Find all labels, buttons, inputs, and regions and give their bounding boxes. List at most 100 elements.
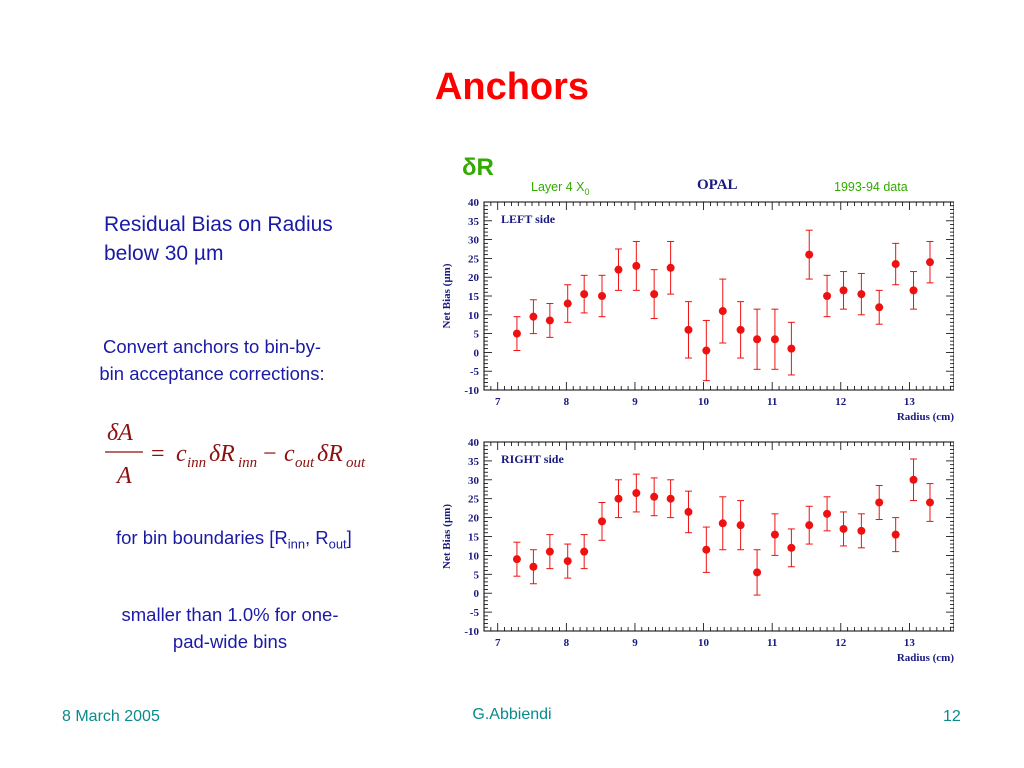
data-point: [770, 530, 779, 539]
data-point: [787, 543, 796, 552]
formula-dr-inn: δR: [209, 441, 235, 467]
data-point: [823, 292, 832, 300]
data-point: [891, 530, 900, 539]
panel-side-label: LEFT side: [501, 212, 556, 226]
footer-author: G.Abbiendi: [472, 706, 552, 723]
bins-prefix: for bin boundaries [R: [116, 527, 288, 548]
data-point: [598, 292, 607, 300]
y-tick-label: 5: [474, 569, 480, 581]
y-tick-label: -5: [470, 366, 480, 378]
data-point: [580, 290, 589, 299]
y-tick-label: 15: [468, 291, 480, 303]
formula-denominator: A: [115, 463, 132, 489]
x-axis-label: Radius (cm): [897, 411, 954, 423]
x-tick-label: 12: [835, 637, 847, 649]
bins-sub-out: out: [328, 536, 347, 552]
panel-side-label: RIGHT side: [501, 452, 564, 466]
x-tick-label: 7: [495, 396, 501, 408]
data-point: [909, 286, 918, 295]
left-side-panel: 40 35 30 25 20 15 10 5 0 -5 -10 7 8 9 10 11 12 13 Radius (…: [441, 197, 954, 423]
y-tick-label: 0: [474, 588, 480, 600]
x-tick-label: 12: [835, 396, 847, 408]
y-tick-label: 40: [468, 437, 480, 449]
x-tick-label: 10: [698, 637, 710, 649]
data-point: [529, 562, 538, 571]
data-point: [512, 329, 521, 338]
y-tick-label: 10: [468, 310, 480, 322]
data-point: [632, 489, 641, 498]
x-tick-label: 7: [495, 637, 501, 649]
y-axis-label: Net Bias (µm): [441, 504, 453, 569]
data-point: [770, 335, 779, 344]
data-point: [529, 312, 538, 321]
data-point: [909, 475, 918, 484]
y-axis-label: Net Bias (µm): [441, 263, 453, 328]
data-point: [857, 290, 866, 299]
formula-c-out-sub: out: [295, 455, 315, 471]
y-tick-label: 5: [474, 329, 480, 341]
footer-date: 8 March 2005: [62, 708, 160, 725]
y-tick-label: 15: [468, 532, 480, 544]
data-point: [545, 547, 554, 556]
y-tick-label: 20: [468, 513, 480, 525]
data-point: [805, 250, 814, 259]
x-tick-label: 13: [904, 396, 916, 408]
opal-label: OPAL: [697, 177, 738, 193]
y-tick-label: 40: [468, 197, 480, 209]
data-point: [614, 494, 623, 503]
convert-anchors-text: Convert anchors to bin-by-bin acceptance…: [99, 336, 325, 384]
y-tick-label: 25: [468, 494, 480, 506]
y-tick-label: 10: [468, 550, 480, 562]
data-point: [736, 325, 745, 334]
data-point: [702, 545, 711, 554]
data-point: [545, 316, 554, 325]
data-point: [563, 557, 572, 566]
residual-bias-line2: below 30 µm: [104, 242, 224, 265]
x-tick-label: 11: [767, 396, 777, 408]
formula-c-inn-sub: inn: [187, 455, 206, 471]
data-point: [598, 517, 607, 526]
y-tick-label: 30: [468, 235, 480, 247]
y-tick-label: 20: [468, 272, 480, 284]
data-point: [787, 344, 796, 353]
slide-title: Anchors: [434, 66, 590, 108]
data-point: [614, 265, 623, 274]
plot-frame: [483, 441, 954, 632]
data-point: [666, 494, 675, 503]
data-point: [512, 555, 521, 564]
x-tick-label: 13: [904, 637, 916, 649]
x-tick-label: 10: [698, 396, 710, 408]
formula-dr-inn-sub: inn: [238, 455, 257, 471]
layer-label-text: Layer 4 X: [531, 180, 585, 194]
data-point: [650, 492, 659, 501]
x-tick-label: 8: [564, 637, 570, 649]
data-point: [563, 299, 572, 308]
formula-numerator: δA: [107, 420, 133, 446]
right-side-panel: 40 35 30 25 20 15 10 5 0 -5 -10 7 8 9 10 11 12 13 Radius (…: [441, 437, 954, 664]
bin-boundaries-text: for bin boundaries [Rinn, Rout]: [116, 527, 352, 552]
data-point: [650, 290, 659, 299]
x-tick-label: 9: [632, 637, 638, 649]
data-point: [718, 519, 727, 528]
y-tick-label: -10: [464, 626, 479, 638]
data-point: [839, 524, 848, 533]
formula-minus: −: [263, 441, 277, 467]
data-point: [891, 260, 900, 269]
data-point: [805, 521, 814, 530]
formula-c-out: c: [284, 441, 295, 467]
delta-r-label: δR: [462, 154, 494, 181]
opal-net-bias-plots: δR Layer 4 X0 OPAL 1993-94 data 40353025…: [441, 154, 954, 664]
residual-bias-line1: Residual Bias on Radius: [104, 213, 333, 236]
bins-mid: , R: [305, 527, 329, 548]
data-point: [753, 568, 762, 577]
data-point: [684, 325, 693, 334]
y-tick-label: -5: [470, 607, 480, 619]
data-point: [718, 307, 727, 316]
y-tick-label: 0: [474, 347, 480, 359]
data-point: [684, 507, 693, 516]
y-tick-label: 30: [468, 475, 480, 487]
data-point: [839, 286, 848, 295]
y-tick-label: -10: [464, 385, 479, 397]
x-tick-label: 9: [632, 396, 638, 408]
footer-page-number: 12: [943, 708, 961, 725]
